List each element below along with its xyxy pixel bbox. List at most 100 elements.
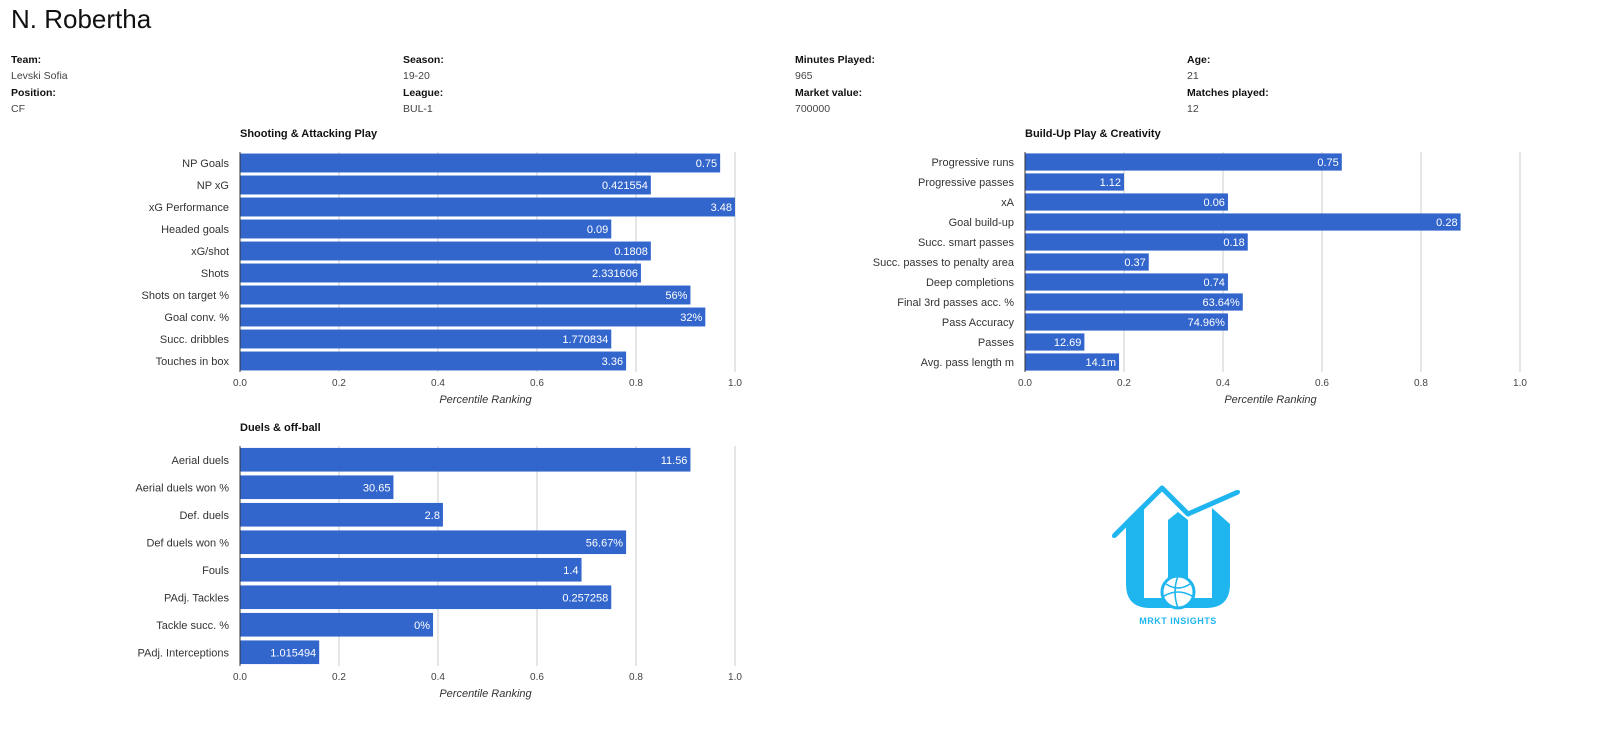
market-value-label: Market value: xyxy=(795,87,863,99)
category-label: Succ. dribbles xyxy=(160,334,230,346)
x-axis-label: Percentile Ranking xyxy=(439,688,532,700)
bar-pass-accuracy xyxy=(1025,313,1228,331)
category-label: Touches in box xyxy=(156,356,230,368)
bar-avg-pass-length-m xyxy=(1025,353,1120,371)
x-tick-label: 0.2 xyxy=(332,672,346,683)
data-label: 3.36 xyxy=(602,356,623,368)
category-label: Passes xyxy=(978,337,1015,349)
bar-shots-on-target xyxy=(240,285,691,305)
duels-chart: Duels & off-ball 0.0 0.2 0.4 0.6 0.8 1.0 Aerial… xyxy=(135,422,742,700)
bar-progressive-passes xyxy=(1025,173,1124,191)
data-label: 0.75 xyxy=(1317,157,1338,169)
x-tick-label: 0.8 xyxy=(629,672,643,683)
data-label: 0% xyxy=(414,620,430,632)
category-label: PAdj. Interceptions xyxy=(137,647,229,659)
chart-title: Build-Up Play & Creativity xyxy=(1025,128,1162,140)
football-building-logo-icon xyxy=(1112,485,1240,610)
x-tick-label: 0.6 xyxy=(530,672,544,683)
x-axis-label: Percentile Ranking xyxy=(439,394,532,406)
data-label: 2.331606 xyxy=(592,268,638,280)
age-value: 21 xyxy=(1187,70,1199,82)
data-label: 0.09 xyxy=(587,224,608,236)
category-label: Tackle succ. % xyxy=(156,620,229,632)
category-label: Progressive runs xyxy=(931,157,1014,169)
bar-xa xyxy=(1025,193,1228,211)
category-label: Shots xyxy=(201,268,230,280)
data-label: 12.69 xyxy=(1054,337,1082,349)
bar-touches-in-box xyxy=(240,351,627,371)
bar-headed-goals xyxy=(240,219,612,239)
bar-tackle-succ xyxy=(240,612,434,637)
category-label: xG/shot xyxy=(191,246,229,258)
bar-np-xg xyxy=(240,175,651,195)
bar-padj-interceptions xyxy=(240,640,320,665)
x-tick-label: 0.4 xyxy=(431,672,445,683)
info-column-age: Age: 21 Matches played: 12 xyxy=(1187,52,1547,118)
category-label: Pass Accuracy xyxy=(942,317,1015,329)
data-label: 2.8 xyxy=(425,510,440,522)
x-tick-label: 1.0 xyxy=(728,672,742,683)
chart-title: Shooting & Attacking Play xyxy=(240,128,378,140)
data-label: 0.18 xyxy=(1223,237,1244,249)
chart-title: Duels & off-ball xyxy=(240,422,321,434)
x-tick-label: 0.0 xyxy=(233,378,247,389)
season-label: Season: xyxy=(403,54,444,66)
bar-final-3rd-passes-acc xyxy=(1025,293,1243,311)
category-label: Aerial duels won % xyxy=(135,482,229,494)
position-label: Position: xyxy=(11,87,56,99)
x-tick-label: 0.4 xyxy=(431,378,445,389)
matches-label: Matches played: xyxy=(1187,87,1269,99)
bar-np-goals xyxy=(240,153,721,173)
logo-text: MRKT INSIGHTS xyxy=(1139,616,1217,626)
bar-def-duels xyxy=(240,502,443,527)
data-label: 30.65 xyxy=(363,482,391,494)
season-value: 19-20 xyxy=(403,70,430,82)
bar-padj-tackles xyxy=(240,585,612,610)
matches-value: 12 xyxy=(1187,103,1199,115)
data-label: 11.56 xyxy=(661,455,688,467)
data-label: 1.4 xyxy=(563,565,578,577)
category-label: Avg. pass length m xyxy=(921,357,1014,369)
category-label: xA xyxy=(1001,197,1015,209)
bar-xg-shot xyxy=(240,241,651,261)
bar-succ-passes-to-penalty-area xyxy=(1025,253,1149,271)
position-value: CF xyxy=(11,103,25,115)
category-label: NP xG xyxy=(197,180,229,192)
category-label: Headed goals xyxy=(161,224,229,236)
team-label: Team: xyxy=(11,54,42,66)
bar-shots xyxy=(240,263,641,283)
data-label: 1.770834 xyxy=(562,334,608,346)
bar-deep-completions xyxy=(1025,273,1228,291)
category-label: Shots on target % xyxy=(142,290,230,302)
age-label: Age: xyxy=(1187,54,1211,66)
info-column-team: Team: Levski Sofia Position: CF xyxy=(11,52,371,118)
bar-progressive-runs xyxy=(1025,153,1342,171)
data-label: 0.37 xyxy=(1124,257,1145,269)
data-label: 74.96% xyxy=(1188,317,1226,329)
data-label: 56% xyxy=(665,290,687,302)
category-label: Goal conv. % xyxy=(164,312,229,324)
data-label: 0.257258 xyxy=(562,592,608,604)
category-label: Aerial duels xyxy=(172,455,230,467)
category-label: Final 3rd passes acc. % xyxy=(897,297,1014,309)
category-label: PAdj. Tackles xyxy=(164,592,230,604)
x-tick-label: 0.8 xyxy=(629,378,643,389)
market-value-value: 700000 xyxy=(795,103,831,115)
bar-xg-performance xyxy=(240,197,735,217)
x-axis-label: Percentile Ranking xyxy=(1224,394,1317,406)
category-label: Def duels won % xyxy=(146,537,229,549)
bar-succ-dribbles xyxy=(240,329,612,349)
data-label: 32% xyxy=(680,312,702,324)
x-tick-label: 0.0 xyxy=(1018,378,1032,389)
data-label: 0.74 xyxy=(1204,277,1225,289)
shooting-chart: Shooting & Attacking Play 0.0 0.2 0.4 0.6 0.8… xyxy=(142,128,743,406)
data-label: 0.75 xyxy=(696,158,717,170)
data-label: 14.1m xyxy=(1085,357,1116,369)
x-tick-label: 0.0 xyxy=(233,672,247,683)
bar-aerial-duels-won xyxy=(240,475,394,500)
bar-def-duels-won xyxy=(240,530,627,555)
minutes-label: Minutes Played: xyxy=(795,54,875,66)
category-label: NP Goals xyxy=(182,158,229,170)
data-label: 3.48 xyxy=(711,202,732,214)
category-label: xG Performance xyxy=(149,202,229,214)
